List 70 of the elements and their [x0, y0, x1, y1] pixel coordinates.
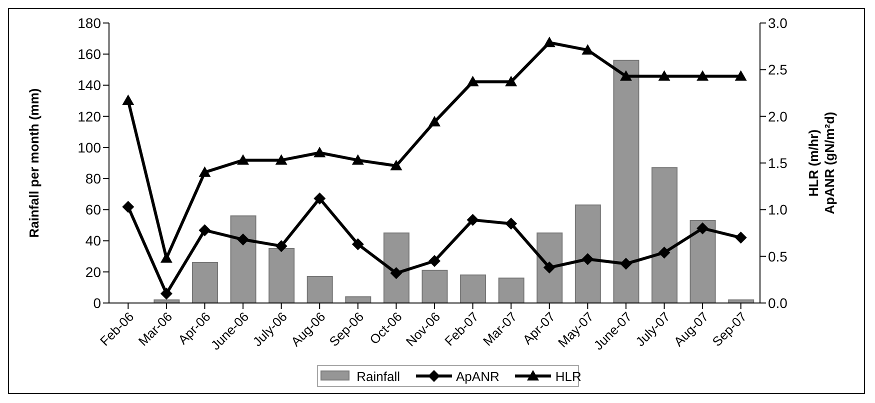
point [696, 222, 709, 234]
point [620, 258, 632, 270]
point [428, 255, 440, 267]
y-tick-label: 180 [78, 14, 102, 31]
y2-tick-label: 1.5 [768, 154, 788, 171]
point [582, 253, 594, 266]
bar [422, 270, 448, 303]
point [237, 234, 250, 246]
point [734, 70, 747, 81]
point [582, 44, 594, 55]
y-tick-label: 160 [78, 46, 102, 62]
legend-label: ApANR [456, 368, 500, 384]
point [352, 238, 364, 250]
point [505, 76, 518, 86]
bar [498, 278, 524, 303]
point [275, 240, 288, 252]
point [122, 94, 134, 105]
point [314, 146, 326, 158]
point [696, 70, 709, 81]
point [160, 288, 172, 300]
y2-tick-label: 0.0 [768, 294, 788, 311]
point [390, 267, 402, 280]
y-tick-label: 100 [78, 139, 102, 156]
y-tick-label: 80 [85, 170, 102, 187]
bar [306, 276, 333, 303]
bar [460, 274, 486, 303]
y-tick-label: 0 [93, 294, 102, 311]
point [352, 154, 364, 165]
bar [345, 296, 372, 303]
legend-label: Rainfall [356, 368, 400, 384]
legend-label: HLR [555, 368, 582, 384]
point [428, 116, 440, 126]
bar [230, 215, 256, 303]
point [505, 218, 518, 230]
point [122, 200, 134, 213]
y2-tick-label: 0.5 [768, 248, 788, 264]
y2-tick-label: 3.0 [768, 14, 788, 31]
point [543, 262, 556, 274]
bar [690, 220, 716, 303]
y-tick-label: 20 [85, 264, 102, 280]
y-tick-label: 40 [85, 232, 102, 249]
point [198, 166, 211, 177]
point [198, 224, 211, 236]
point [734, 232, 747, 244]
bar [536, 232, 563, 303]
bar [192, 262, 218, 303]
y2-tick-label: 2.0 [768, 108, 788, 124]
y-axis-title: Rainfall per month (mm) [26, 88, 42, 238]
point [237, 154, 250, 165]
point [620, 70, 632, 81]
y-tick-label: 120 [78, 108, 102, 124]
y2-tick-label: 1.0 [768, 202, 788, 218]
point [466, 214, 479, 226]
point [390, 160, 402, 170]
bar [652, 167, 678, 303]
y2-axis-title: HLR (m/hr) ApANR (gN/m²d) [806, 112, 837, 214]
y-tick-label: 60 [85, 202, 102, 218]
bar [268, 248, 295, 303]
point [543, 36, 556, 48]
bar [383, 232, 410, 303]
point [658, 246, 670, 259]
point [466, 76, 479, 86]
y2-tick-label: 2.5 [768, 62, 788, 78]
point [160, 252, 172, 263]
y-tick-label: 140 [78, 77, 102, 94]
bar [574, 204, 601, 303]
point [658, 70, 670, 81]
point [275, 154, 288, 165]
bar [613, 60, 640, 303]
point [314, 192, 326, 204]
